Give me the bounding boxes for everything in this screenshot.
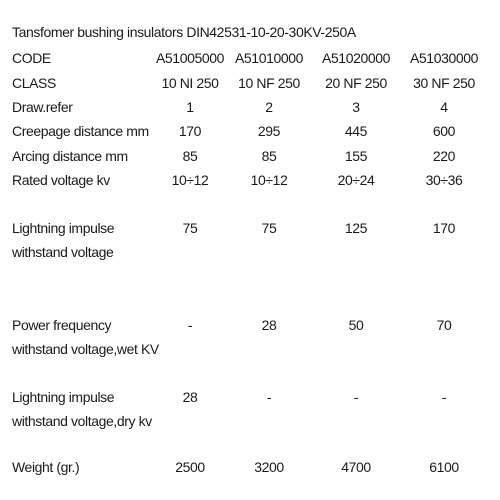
cell: 4700 (341, 459, 371, 475)
cell: 3200 (254, 459, 284, 475)
cell: 10 NI 250 (161, 75, 219, 91)
row-label: CLASS (12, 75, 56, 91)
cell: 10÷12 (171, 172, 209, 188)
cell: - (266, 389, 272, 405)
row-label: Creepage distance mm (12, 123, 149, 139)
cell: A51030000 (409, 50, 479, 66)
cell: 50 (348, 317, 364, 333)
cell: 170 (432, 220, 456, 236)
row-label: Lightning impulse (12, 220, 115, 236)
cell: 20 NF 250 (325, 75, 387, 91)
cell: 295 (257, 123, 281, 139)
cell: 2500 (175, 459, 205, 475)
cell: 3 (352, 99, 360, 115)
row-label: CODE (12, 50, 51, 66)
row-label: Draw.refer (12, 99, 73, 115)
cell: 28 (182, 389, 198, 405)
cell: 85 (261, 148, 277, 164)
row-label: Weight (gr.) (12, 459, 80, 475)
row-label: withstand voltage,dry kv (12, 413, 152, 429)
cell: 20÷24 (337, 172, 375, 188)
cell: - (353, 389, 359, 405)
row-label: Rated voltage kv (12, 172, 110, 188)
cell: - (441, 389, 447, 405)
row-label: withstand voltage,wet KV (12, 341, 159, 357)
cell: 30÷36 (425, 172, 463, 188)
cell: A51010000 (234, 50, 304, 66)
cell: 1 (186, 99, 194, 115)
cell: - (187, 317, 193, 333)
cell: 600 (432, 123, 456, 139)
row-label: withstand voltage (12, 244, 114, 260)
cell: 125 (344, 220, 368, 236)
cell: A51020000 (321, 50, 391, 66)
row-label: Lightning impulse (12, 389, 115, 405)
cell: 10÷12 (250, 172, 288, 188)
cell: 75 (182, 220, 198, 236)
cell: 10 NF 250 (238, 75, 300, 91)
cell: 220 (432, 148, 456, 164)
cell: A51005000 (155, 50, 225, 66)
row-label: Power frequency (12, 317, 112, 333)
cell: 28 (261, 317, 277, 333)
cell: 75 (261, 220, 277, 236)
cell: 445 (344, 123, 368, 139)
cell: 155 (344, 148, 368, 164)
cell: 2 (265, 99, 273, 115)
cell: 4 (440, 99, 448, 115)
row-label: Arcing distance mm (12, 148, 128, 164)
cell: 85 (182, 148, 198, 164)
cell: 170 (178, 123, 202, 139)
cell: 30 NF 250 (413, 75, 475, 91)
title: Tansfomer bushing insulators DIN42531-10… (12, 24, 356, 40)
cell: 70 (436, 317, 452, 333)
cell: 6100 (429, 459, 459, 475)
